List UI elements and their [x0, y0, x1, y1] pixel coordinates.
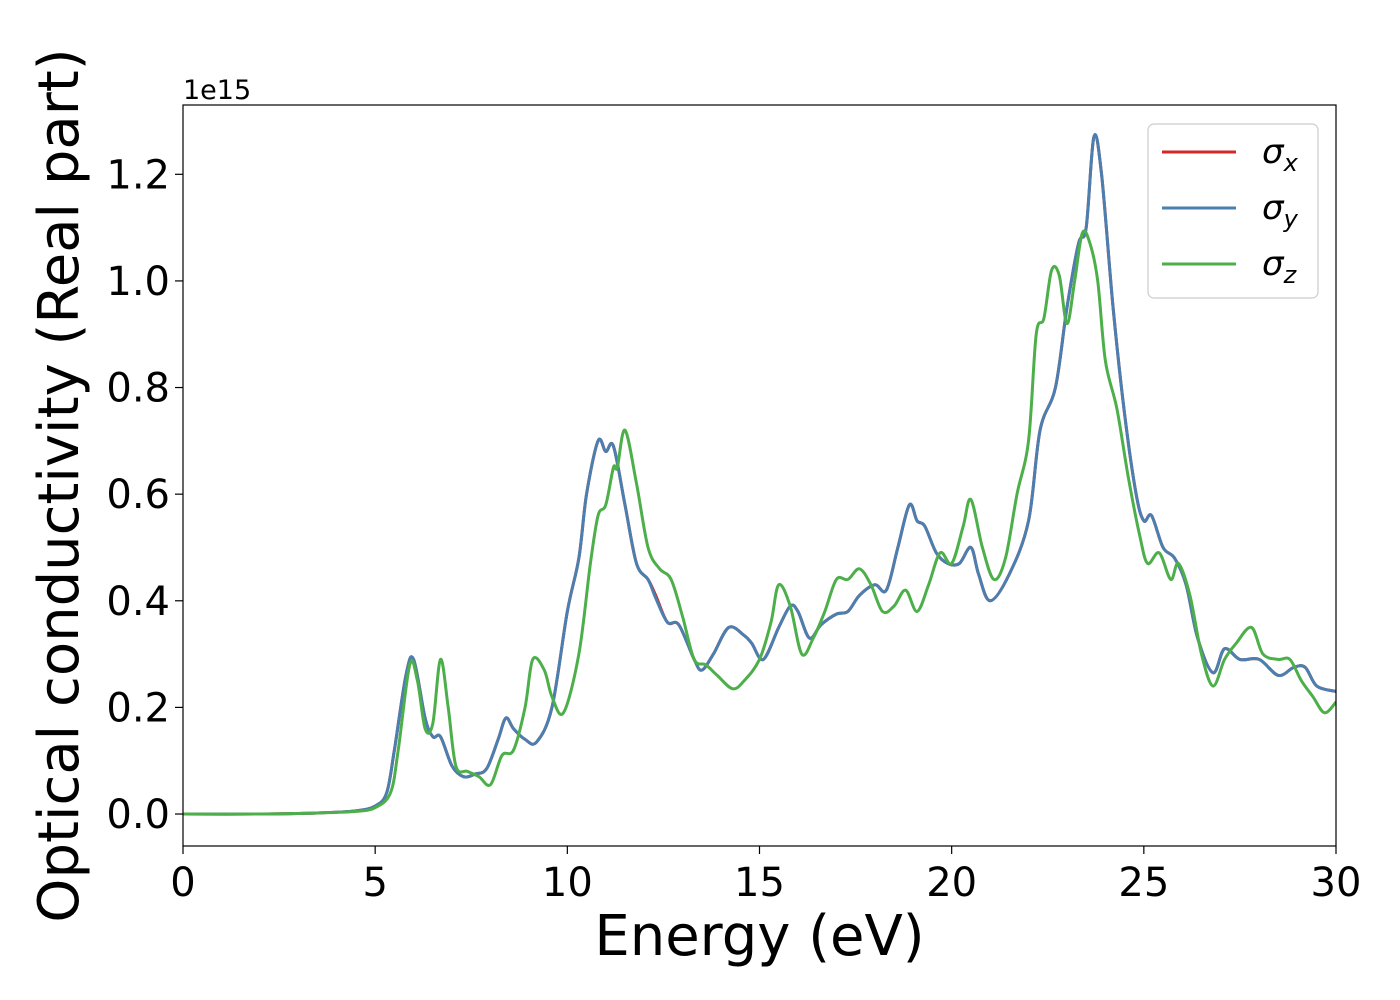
x-tick-label: 0	[170, 860, 195, 906]
y-tick-label: 0.0	[106, 792, 170, 838]
x-axis-title: Energy (eV)	[594, 904, 924, 969]
y-tick-label: 1.0	[106, 259, 170, 305]
legend-label-y: σy	[1262, 188, 1299, 233]
x-tick-label: 20	[926, 860, 977, 906]
legend-box	[1147, 123, 1319, 299]
series-line-y	[183, 133, 1336, 816]
y-axis-title: Optical conductivity (Real part)	[27, 48, 92, 922]
ticks-layer: 0 5 10 15 20 25 30 0.0 0.2 0.4 0.6 0.8 1.0 1.2	[106, 152, 1361, 906]
y-tick-label: 0.8	[106, 366, 170, 412]
legend: σx σy σz	[1147, 123, 1319, 299]
y-offset-label: 1e15	[183, 75, 251, 106]
legend-label-x: σx	[1262, 132, 1299, 177]
y-tick-label: 0.6	[106, 472, 170, 518]
y-tick-label: 0.2	[106, 685, 170, 731]
x-tick-label: 15	[734, 860, 785, 906]
x-tick-label: 25	[1118, 860, 1169, 906]
x-tick-label: 30	[1311, 860, 1362, 906]
series-layer	[183, 133, 1336, 816]
y-tick-label: 0.4	[106, 579, 170, 625]
legend-label-z: σz	[1262, 244, 1298, 289]
y-tick-label: 1.2	[106, 152, 170, 198]
x-tick-label: 10	[542, 860, 593, 906]
x-tick-label: 5	[362, 860, 387, 906]
series-line-z	[183, 229, 1336, 816]
